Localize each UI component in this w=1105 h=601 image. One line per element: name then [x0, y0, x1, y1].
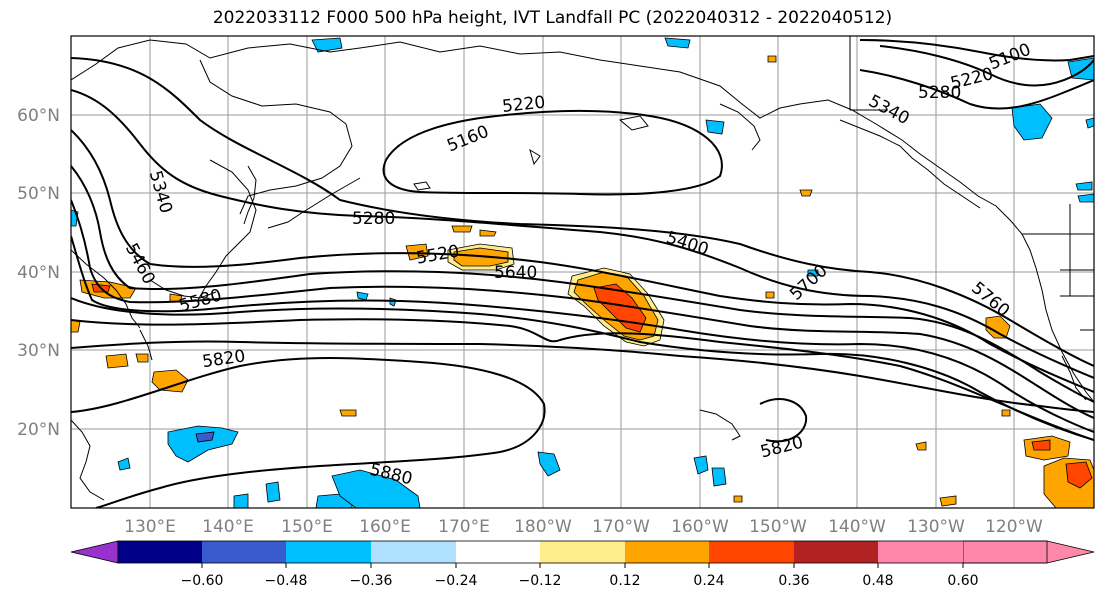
colorbar-segment [456, 541, 540, 563]
lat-label: 30°N [17, 341, 60, 361]
colorbar-segment [286, 541, 371, 563]
colorbar-segment [878, 541, 963, 563]
graticule [71, 36, 1094, 508]
lat-label: 60°N [17, 106, 60, 126]
colorbar: −0.60 −0.48 −0.36 −0.24 −0.12 0.12 0.24 … [70, 540, 1095, 589]
ivt-negative-shading [71, 37, 1094, 508]
lon-label: 160°W [671, 517, 729, 537]
colorbar-extend-high [962, 540, 1095, 564]
colorbar-segment [709, 541, 794, 563]
colorbar-segment [202, 541, 286, 563]
colorbar-tick-label: 0.36 [778, 573, 809, 589]
colorbar-segment [540, 541, 625, 563]
lon-label: 150°W [749, 517, 807, 537]
colorbar-tick-label: −0.12 [519, 573, 562, 589]
colorbar-segment [371, 541, 456, 563]
lon-label: 120°W [985, 517, 1043, 537]
contour-label: 5280 [352, 209, 395, 229]
colorbar-tick-label: −0.36 [350, 573, 393, 589]
height-contours [71, 39, 1094, 508]
lat-label: 50°N [17, 184, 60, 204]
colorbar-tick-label: 0.60 [947, 573, 978, 589]
lon-label: 160°E [359, 517, 411, 537]
lon-label: 130°E [124, 517, 176, 537]
contour-label: 5280 [918, 83, 961, 103]
map-frame [70, 35, 1095, 509]
colorbar-tick-label: −0.60 [181, 573, 224, 589]
coastlines [71, 36, 1094, 501]
colorbar-segment [118, 541, 202, 563]
colorbar-tick-label: −0.48 [265, 573, 308, 589]
colorbar-segment [625, 541, 709, 563]
lon-label: 140°E [202, 517, 254, 537]
lon-label: 170°E [438, 517, 490, 537]
lon-label: 170°W [592, 517, 650, 537]
colorbar-tick-label: 0.12 [609, 573, 640, 589]
lon-label: 130°W [907, 517, 965, 537]
colorbar-segment [794, 541, 878, 563]
map-panel: 5100 5160 5220 5220 5280 5280 5340 5340 … [70, 35, 1095, 509]
colorbar-ticks [201, 563, 964, 568]
contour-label: 5220 [501, 93, 546, 117]
lon-label: 180°W [514, 517, 572, 537]
colorbar-tick-label: 0.24 [693, 573, 724, 589]
map-title: 2022033112 F000 500 hPa height, IVT Land… [212, 8, 893, 28]
colorbar-tick-label: −0.24 [435, 573, 478, 589]
lon-label: 150°E [281, 517, 333, 537]
lon-label: 140°W [828, 517, 886, 537]
contour-label: 5640 [494, 263, 537, 283]
latitude-labels: 60°N 50°N 40°N 30°N 20°N [17, 106, 60, 440]
colorbar-extend-low [70, 540, 119, 564]
colorbar-tick-label: 0.48 [862, 573, 893, 589]
lat-label: 20°N [17, 420, 60, 440]
longitude-labels: 130°E 140°E 150°E 160°E 170°E 180°W 170°… [124, 517, 1043, 537]
lat-label: 40°N [17, 263, 60, 283]
